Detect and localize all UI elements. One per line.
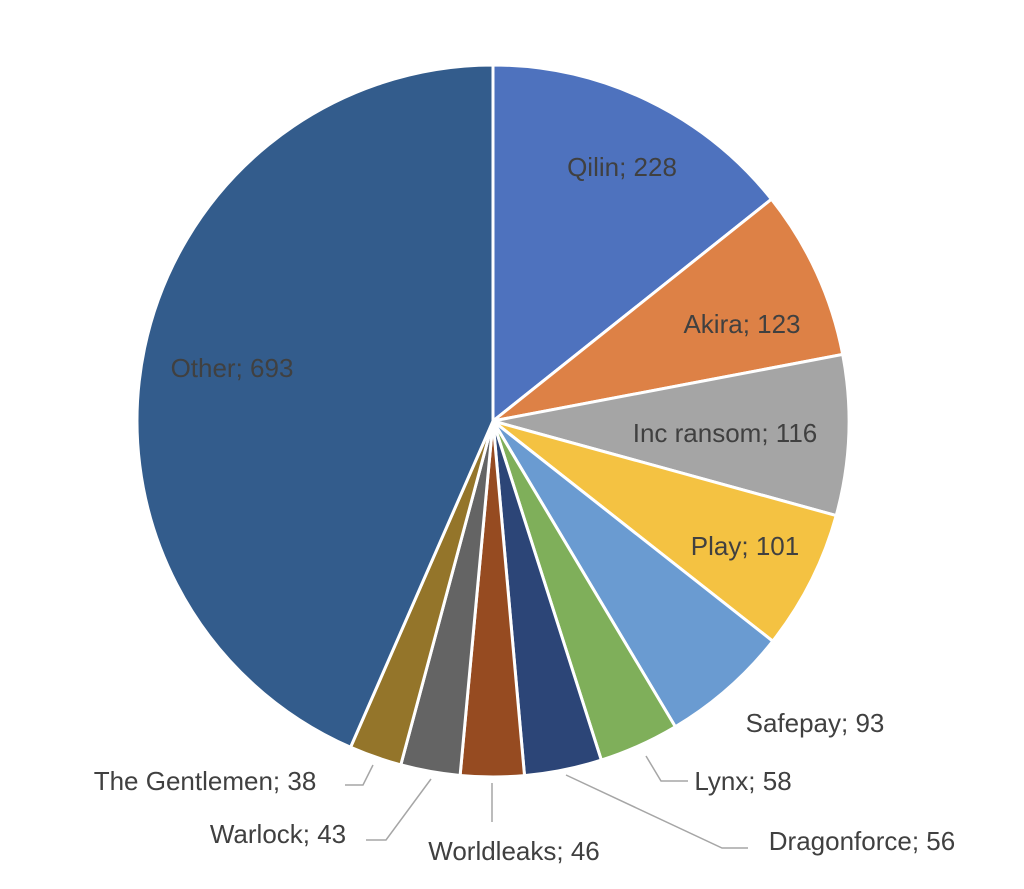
leader-line-the-gentlemen <box>345 764 374 786</box>
slice-play <box>492 419 839 644</box>
slice-qilin <box>491 63 774 425</box>
slice-inc-ransom <box>492 352 851 518</box>
leader-line-lynx <box>645 755 688 782</box>
data-label-worldleaks: Worldleaks; 46 <box>428 836 600 866</box>
data-label-warlock: Warlock; 43 <box>210 819 346 849</box>
data-label-the-gentlemen: The Gentlemen; 38 <box>94 766 317 796</box>
data-label-lynx: Lynx; 58 <box>694 766 791 796</box>
slice-safepay <box>491 419 775 729</box>
data-label-other: Other; 693 <box>171 353 294 383</box>
data-label-qilin: Qilin; 228 <box>567 152 677 182</box>
data-label-safepay: Safepay; 93 <box>746 708 885 738</box>
data-label-dragonforce: Dragonforce; 56 <box>769 826 955 856</box>
leader-line-dragonforce <box>565 774 748 849</box>
leader-line-warlock <box>366 778 432 841</box>
slice-other <box>135 63 495 750</box>
data-label-play: Play; 101 <box>691 531 799 561</box>
data-label-inc-ransom: Inc ransom; 116 <box>633 418 818 448</box>
slice-akira <box>492 197 845 423</box>
data-label-akira: Akira; 123 <box>683 309 800 339</box>
